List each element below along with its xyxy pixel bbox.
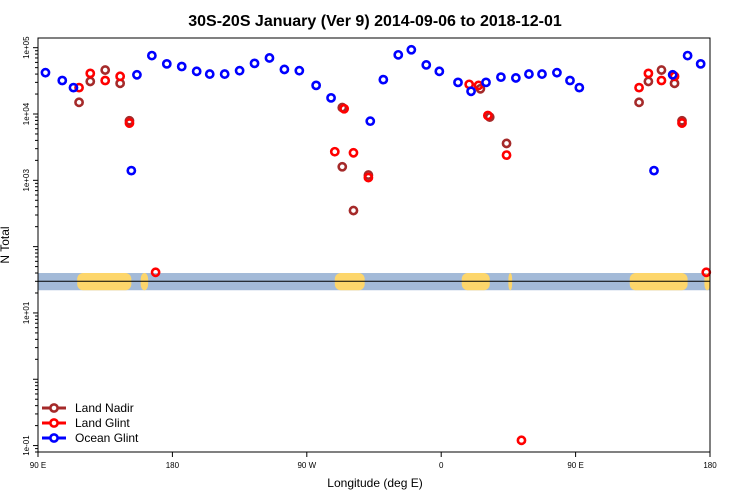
ocean-glint-point <box>393 49 404 60</box>
land-glint-point <box>473 80 484 91</box>
ocean-glint-point <box>249 58 260 69</box>
y-axis-ticks: 1e-01 1e+01 1e+03 1e+04 1e+05 <box>22 36 38 456</box>
land-glint-point <box>100 75 111 86</box>
land-nadir-point <box>348 205 359 216</box>
ocean-glint-point <box>219 69 230 79</box>
ocean-glint-point <box>466 86 476 97</box>
land-glint-point <box>482 110 493 121</box>
x-tick-label: 180 <box>166 461 180 470</box>
ocean-glint-point <box>191 66 202 77</box>
ocean-glint-point <box>365 116 376 127</box>
land-glint-point <box>643 68 654 79</box>
land-nadir-point <box>337 161 348 172</box>
land-nadir-point <box>100 65 111 75</box>
ocean-glint-point <box>132 69 142 80</box>
plot-frame <box>37 37 711 453</box>
ocean-glint-point <box>279 64 290 75</box>
land-nadir-point <box>501 138 512 149</box>
ocean-glint-point <box>565 75 575 86</box>
legend-swatch-marker <box>49 418 59 428</box>
land-nadir-point <box>85 76 96 87</box>
chart-title: 30S-20S January (Ver 9) 2014-09-06 to 20… <box>188 13 562 30</box>
y-axis-label: N Total <box>0 226 12 263</box>
land-nadir-point <box>634 97 644 108</box>
ocean-glint-point <box>537 69 547 79</box>
ocean-glint-point <box>574 82 585 93</box>
map-strip <box>38 273 710 291</box>
ocean-glint-point <box>649 165 659 176</box>
land-glint-point <box>677 118 687 128</box>
ocean-glint-point <box>496 72 506 83</box>
y-tick-label: 1e-01 <box>22 435 31 456</box>
ocean-glint-point <box>161 58 172 69</box>
ocean-glint-point <box>695 58 706 69</box>
land-glint-point <box>656 75 667 86</box>
land-glint-point <box>501 150 512 161</box>
land-glint-point <box>115 71 126 82</box>
x-axis-ticks: 90 E 180 90 W 0 90 E 180 <box>30 452 717 470</box>
ocean-glint-point <box>552 67 562 78</box>
data-points <box>40 44 712 446</box>
land-glint-point <box>74 82 84 93</box>
ocean-glint-point <box>294 65 305 76</box>
ocean-glint-point <box>682 50 693 61</box>
y-tick-label: 1e+01 <box>22 301 31 324</box>
legend-swatch-marker <box>49 433 59 443</box>
ocean-glint-point <box>510 73 521 83</box>
land-glint-point <box>701 267 712 278</box>
land-glint-point <box>150 267 161 278</box>
y-tick-label: 1e+04 <box>22 102 31 125</box>
land-nadir-point <box>643 76 654 87</box>
ocean-glint-point <box>146 50 157 61</box>
land-glint-point <box>363 172 374 183</box>
legend-label-land-glint: Land Glint <box>75 416 130 430</box>
legend-label-ocean-glint: Ocean Glint <box>75 431 139 445</box>
x-axis-label: Longitude (deg E) <box>327 476 422 490</box>
ocean-glint-point <box>68 82 79 93</box>
land-glint-point <box>516 435 527 446</box>
ocean-glint-point <box>126 165 137 176</box>
land-nadir-point <box>656 65 667 75</box>
ocean-glint-point <box>234 65 245 76</box>
land-glint-point <box>124 118 135 128</box>
ocean-glint-point <box>524 69 534 79</box>
land-nadir-point <box>74 97 84 108</box>
ocean-glint-point <box>378 74 389 85</box>
ocean-glint-point <box>311 80 322 91</box>
ocean-glint-point <box>40 67 51 78</box>
legend-swatch-marker <box>49 403 59 413</box>
ocean-glint-point <box>264 53 275 63</box>
legend-label-land-nadir: Land Nadir <box>75 401 134 415</box>
y-tick-label: 1e+05 <box>22 36 31 59</box>
ocean-glint-point <box>667 69 678 80</box>
ocean-glint-point <box>204 69 215 79</box>
ocean-glint-point <box>57 75 68 86</box>
y-tick-label: 1e+03 <box>22 169 31 192</box>
ocean-glint-point <box>481 77 491 88</box>
land-glint-point <box>339 103 350 114</box>
ocean-glint-point <box>421 60 432 70</box>
land-glint-point <box>634 82 644 93</box>
x-tick-label: 90 E <box>567 461 583 470</box>
ocean-glint-point <box>326 92 336 103</box>
x-tick-label: 0 <box>439 461 444 470</box>
land-glint-point <box>329 146 340 157</box>
ocean-glint-point <box>406 44 417 55</box>
ocean-glint-point <box>434 66 445 77</box>
land-glint-point <box>348 147 359 158</box>
x-tick-label: 90 W <box>297 461 316 470</box>
x-tick-label: 90 E <box>30 461 46 470</box>
land-glint-point <box>85 68 96 79</box>
ocean-glint-point <box>453 77 463 88</box>
x-tick-label: 180 <box>703 461 717 470</box>
ocean-glint-point <box>176 61 187 72</box>
